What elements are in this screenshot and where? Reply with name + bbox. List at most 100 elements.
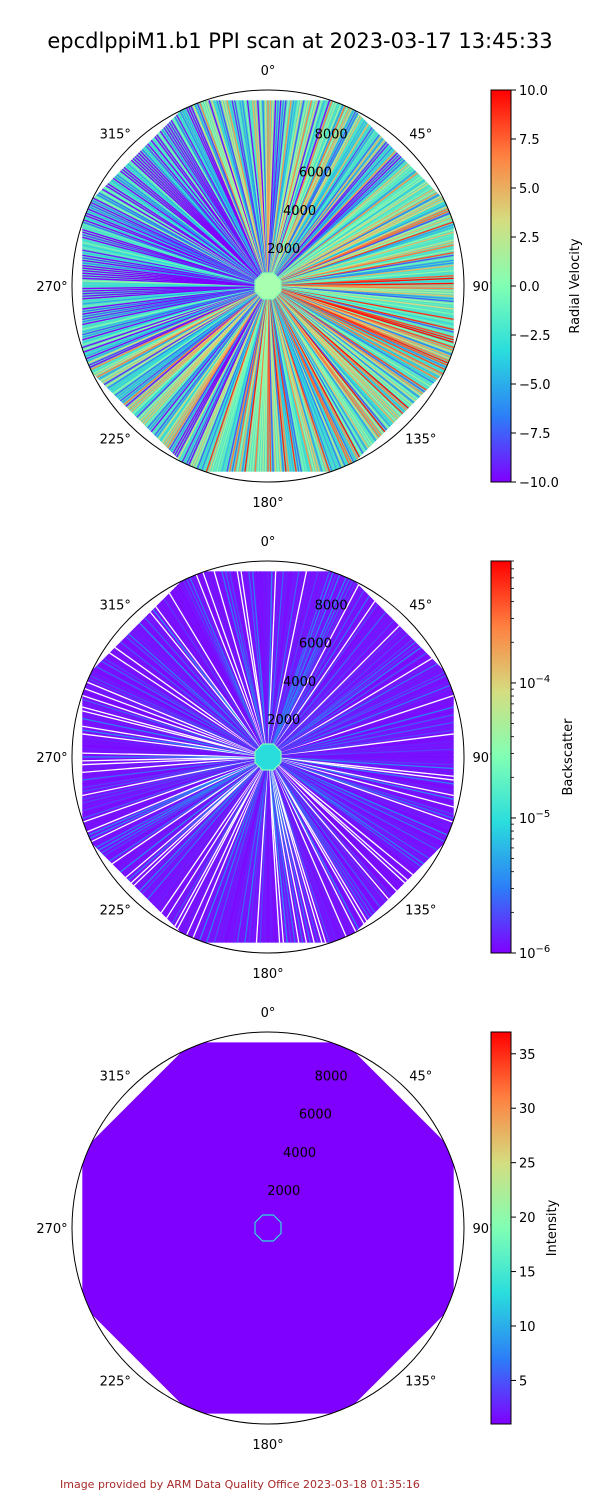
scan-stripe <box>270 767 327 943</box>
range-tick-label: 4000 <box>283 204 316 219</box>
colorbar-tick-label: 10−6 <box>519 944 550 962</box>
scan-stripe <box>267 768 277 943</box>
scan-stripe <box>155 606 262 749</box>
scan-stripe <box>272 571 346 747</box>
scan-stripe <box>202 571 265 747</box>
scan-stripe <box>273 766 370 919</box>
theta-tick-label: 315° <box>100 127 131 142</box>
scan-stripe <box>111 762 260 865</box>
scan-stripe <box>82 683 258 754</box>
scan-stripe <box>82 729 257 757</box>
scan-stripe <box>160 600 263 749</box>
colorbar-label: Backscatter <box>561 718 576 796</box>
colorbar-tick-label: 0.0 <box>519 280 540 295</box>
scan-stripe <box>221 571 266 747</box>
scan-stripe <box>209 571 266 747</box>
scan-stripe <box>82 760 258 823</box>
scan-stripe <box>277 660 435 752</box>
scan-stripe <box>82 758 258 800</box>
scan-stripe <box>272 573 349 747</box>
scan-stripe <box>278 761 444 846</box>
scan-stripe <box>179 767 264 933</box>
colorbar-tick-label: 7.5 <box>519 133 540 148</box>
scan-stripe <box>269 571 311 747</box>
scan-stripe <box>122 763 260 876</box>
scan-stripe <box>278 761 441 849</box>
scan-stripe <box>268 768 288 943</box>
near-range-ring <box>254 1214 282 1242</box>
scan-stripe <box>279 758 454 793</box>
scan-stripe <box>198 767 265 943</box>
scan-stripe <box>133 764 261 887</box>
scan-stripe <box>106 762 259 859</box>
scan-stripe <box>82 694 258 754</box>
scan-stripe <box>152 765 262 906</box>
range-tick-label: 8000 <box>315 599 348 614</box>
scan-stripe <box>213 767 266 943</box>
scan-stripe <box>279 758 454 789</box>
scan-stripe <box>147 765 262 900</box>
scan-stripe <box>278 760 454 820</box>
scan-stripe <box>82 759 258 808</box>
scan-stripe <box>279 733 454 757</box>
colorbar-label: Intensity <box>545 1199 560 1256</box>
scan-stripe <box>275 630 406 750</box>
colorbar-tick-label: 10−5 <box>519 809 550 827</box>
scan-stripe <box>185 576 264 747</box>
scan-stripe <box>268 768 296 943</box>
scan-stripe <box>279 717 454 756</box>
range-tick-label: 2000 <box>267 242 300 257</box>
scan-stripe <box>138 622 261 750</box>
polar-frame <box>71 1031 465 1425</box>
theta-tick-label: 180° <box>252 496 283 511</box>
scan-stripe <box>171 766 263 924</box>
scan-stripe <box>185 767 264 938</box>
scan-stripe <box>228 768 267 943</box>
scan-stripe <box>272 576 351 747</box>
scan-stripe <box>267 768 273 943</box>
scan-stripe <box>278 761 452 838</box>
scan-stripe <box>274 617 392 750</box>
scan-stripe <box>278 668 444 753</box>
scan-stripe <box>174 587 263 748</box>
scan-stripe <box>278 698 454 755</box>
colorbar-tick-label: −5.0 <box>519 378 551 393</box>
scan-stripe <box>279 757 454 774</box>
scan-stripe <box>82 756 257 762</box>
scan-stripe <box>217 571 266 747</box>
scan-stripe <box>179 581 264 747</box>
scan-stripe <box>271 767 334 943</box>
range-tick-label: 6000 <box>299 637 332 652</box>
scan-stripe <box>82 702 258 755</box>
scan-stripe <box>225 767 267 943</box>
scan-stripe <box>82 757 257 785</box>
scan-stripe <box>269 767 311 943</box>
scan-stripe <box>276 649 425 752</box>
scan-stripe <box>98 762 259 851</box>
scan-stripe <box>270 571 327 747</box>
scan-stripe <box>141 619 261 750</box>
scan-stripe <box>117 763 260 870</box>
scan-stripe <box>82 744 257 757</box>
scan-stripe <box>117 644 260 751</box>
scan-stripe <box>279 757 454 781</box>
colorbar-tick-label: 10−4 <box>519 674 550 692</box>
scan-stripe <box>275 764 395 895</box>
scan-stripe <box>271 100 343 276</box>
scan-stripe <box>205 767 265 943</box>
colorbar-gradient <box>490 1031 512 1425</box>
scan-stripe <box>279 740 454 757</box>
scan-stripe <box>82 757 257 781</box>
scan-stripe <box>276 763 414 876</box>
colorbar-tick-label: −7.5 <box>519 427 551 442</box>
scan-stripe <box>271 767 338 943</box>
scan-stripe <box>273 600 376 749</box>
theta-tick-label: 0° <box>261 64 276 79</box>
scan-stripe <box>182 579 264 747</box>
theta-tick-label: 270° <box>36 751 67 766</box>
scan-stripe <box>103 762 259 857</box>
colorbar-tick-label: 15 <box>519 1266 536 1281</box>
scan-stripe <box>268 571 288 746</box>
scan-stripe <box>278 761 446 843</box>
